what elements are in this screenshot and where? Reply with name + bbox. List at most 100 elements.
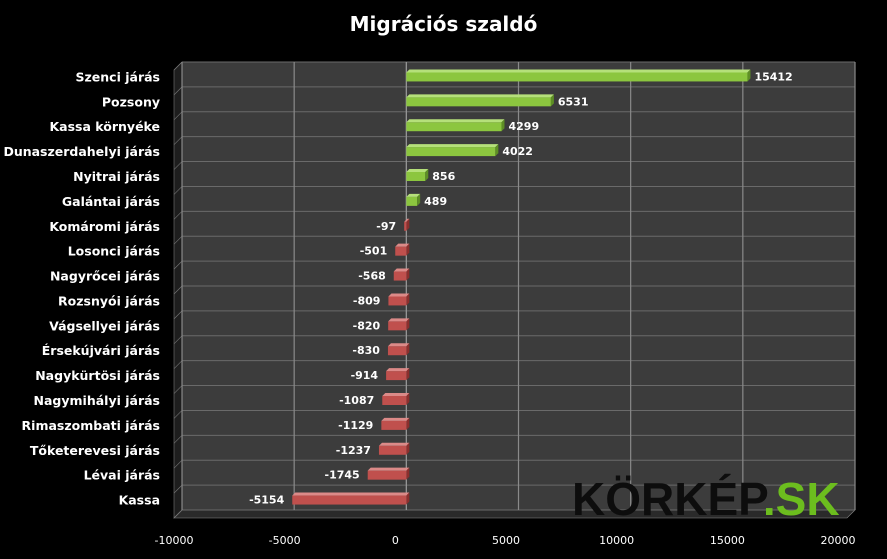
category-label: Komáromi járás [49,219,160,234]
category-label: Dunaszerdahelyi járás [3,144,160,159]
bar-top [406,119,505,123]
bar-side [501,119,505,132]
x-tick-label: -10000 [155,534,194,547]
side-gridline [173,335,183,344]
bar-face [382,396,407,405]
side-gridline [173,484,183,494]
bar-face [378,445,407,455]
bar-negative [378,442,410,455]
category-label: Nyitrai járás [73,169,160,184]
bar-top [388,318,410,322]
bar-top [382,393,410,396]
side-gridline [173,260,183,270]
data-label: -820 [353,319,381,332]
category-label: Lévai járás [84,468,160,483]
bar-side [406,492,410,505]
bar-face [387,346,407,356]
bar-positive [406,69,751,82]
korkep-logo: KÖRKÉP.SK [572,473,840,525]
data-label: -97 [376,220,396,233]
bar-side [406,442,410,455]
bar-negative [382,393,410,405]
bar-positive [406,193,421,206]
category-label: Tőketerevesi járás [30,443,160,458]
category-label: Nagyrőcei járás [50,269,160,284]
bar-side [425,169,429,181]
bar-face [406,72,748,82]
bar-side [406,393,410,405]
bar-top [388,293,410,297]
data-label: -1087 [339,394,374,407]
bar-face [406,97,551,107]
data-label: -1237 [336,444,371,457]
bar-positive [406,144,499,157]
data-label: -1129 [338,419,373,432]
bar-negative [386,368,410,381]
bar-face [406,196,418,206]
bar-face [406,172,426,181]
category-label: Szenci járás [76,69,160,84]
bar-top [406,69,751,73]
category-label: Galántai járás [62,194,160,209]
bar-top [386,368,410,372]
bar-top [406,169,429,172]
bar-side [406,318,410,331]
side-gridline [173,285,183,295]
side-gridline [173,136,183,145]
data-label: 15412 [754,70,792,83]
bar-top [378,442,410,446]
category-label: Rozsnyói járás [58,293,160,308]
side-gridline [173,410,183,419]
bar-negative [381,417,410,430]
bar-top [406,193,421,197]
bar-face [393,271,407,281]
data-label: 4299 [508,120,539,133]
category-label: Kassa [119,493,160,508]
side-gridline [173,460,183,469]
bar-side [495,144,499,157]
bar-negative [367,467,410,480]
bar-negative [388,318,410,331]
side-gridline [173,111,183,120]
category-label: Nagymihályi járás [34,393,160,408]
side-gridline [173,61,183,71]
bar-side [747,69,751,82]
category-label: Pozsony [102,94,160,109]
x-tick-label: 10000 [599,534,634,547]
bar-top [406,94,554,98]
bar-negative [292,492,410,505]
bar-face [292,495,407,505]
side-gridline [173,211,183,220]
bar-top [381,417,410,421]
side-gridline [173,310,183,320]
bar-negative [387,343,410,356]
side-gridline [173,509,183,519]
category-label: Vágsellyei járás [49,318,160,333]
bar-top [292,492,410,496]
x-tick-label: 15000 [710,534,745,547]
category-label: Nagykürtösi járás [35,368,160,383]
bar-side [406,268,410,281]
bar-face [395,246,407,256]
x-tick-label: 0 [392,534,399,547]
data-label: 4022 [502,145,533,158]
bar-top [395,243,410,247]
bar-positive [406,119,505,132]
bar-side [406,467,410,480]
data-label: -809 [353,294,381,307]
side-gridline [173,186,183,195]
bar-side [550,94,554,107]
category-label: Rimaszombati járás [22,418,160,433]
side-gridline [173,385,183,394]
bar-negative [388,293,410,306]
data-label: 6531 [558,95,589,108]
bar-positive [406,94,554,107]
data-label: -501 [360,245,388,258]
bar-face [404,221,407,231]
category-label: Kassa környéke [50,119,161,134]
data-label: -830 [352,344,380,357]
chart-title: Migrációs szaldó [349,12,538,36]
bar-side [406,243,410,256]
